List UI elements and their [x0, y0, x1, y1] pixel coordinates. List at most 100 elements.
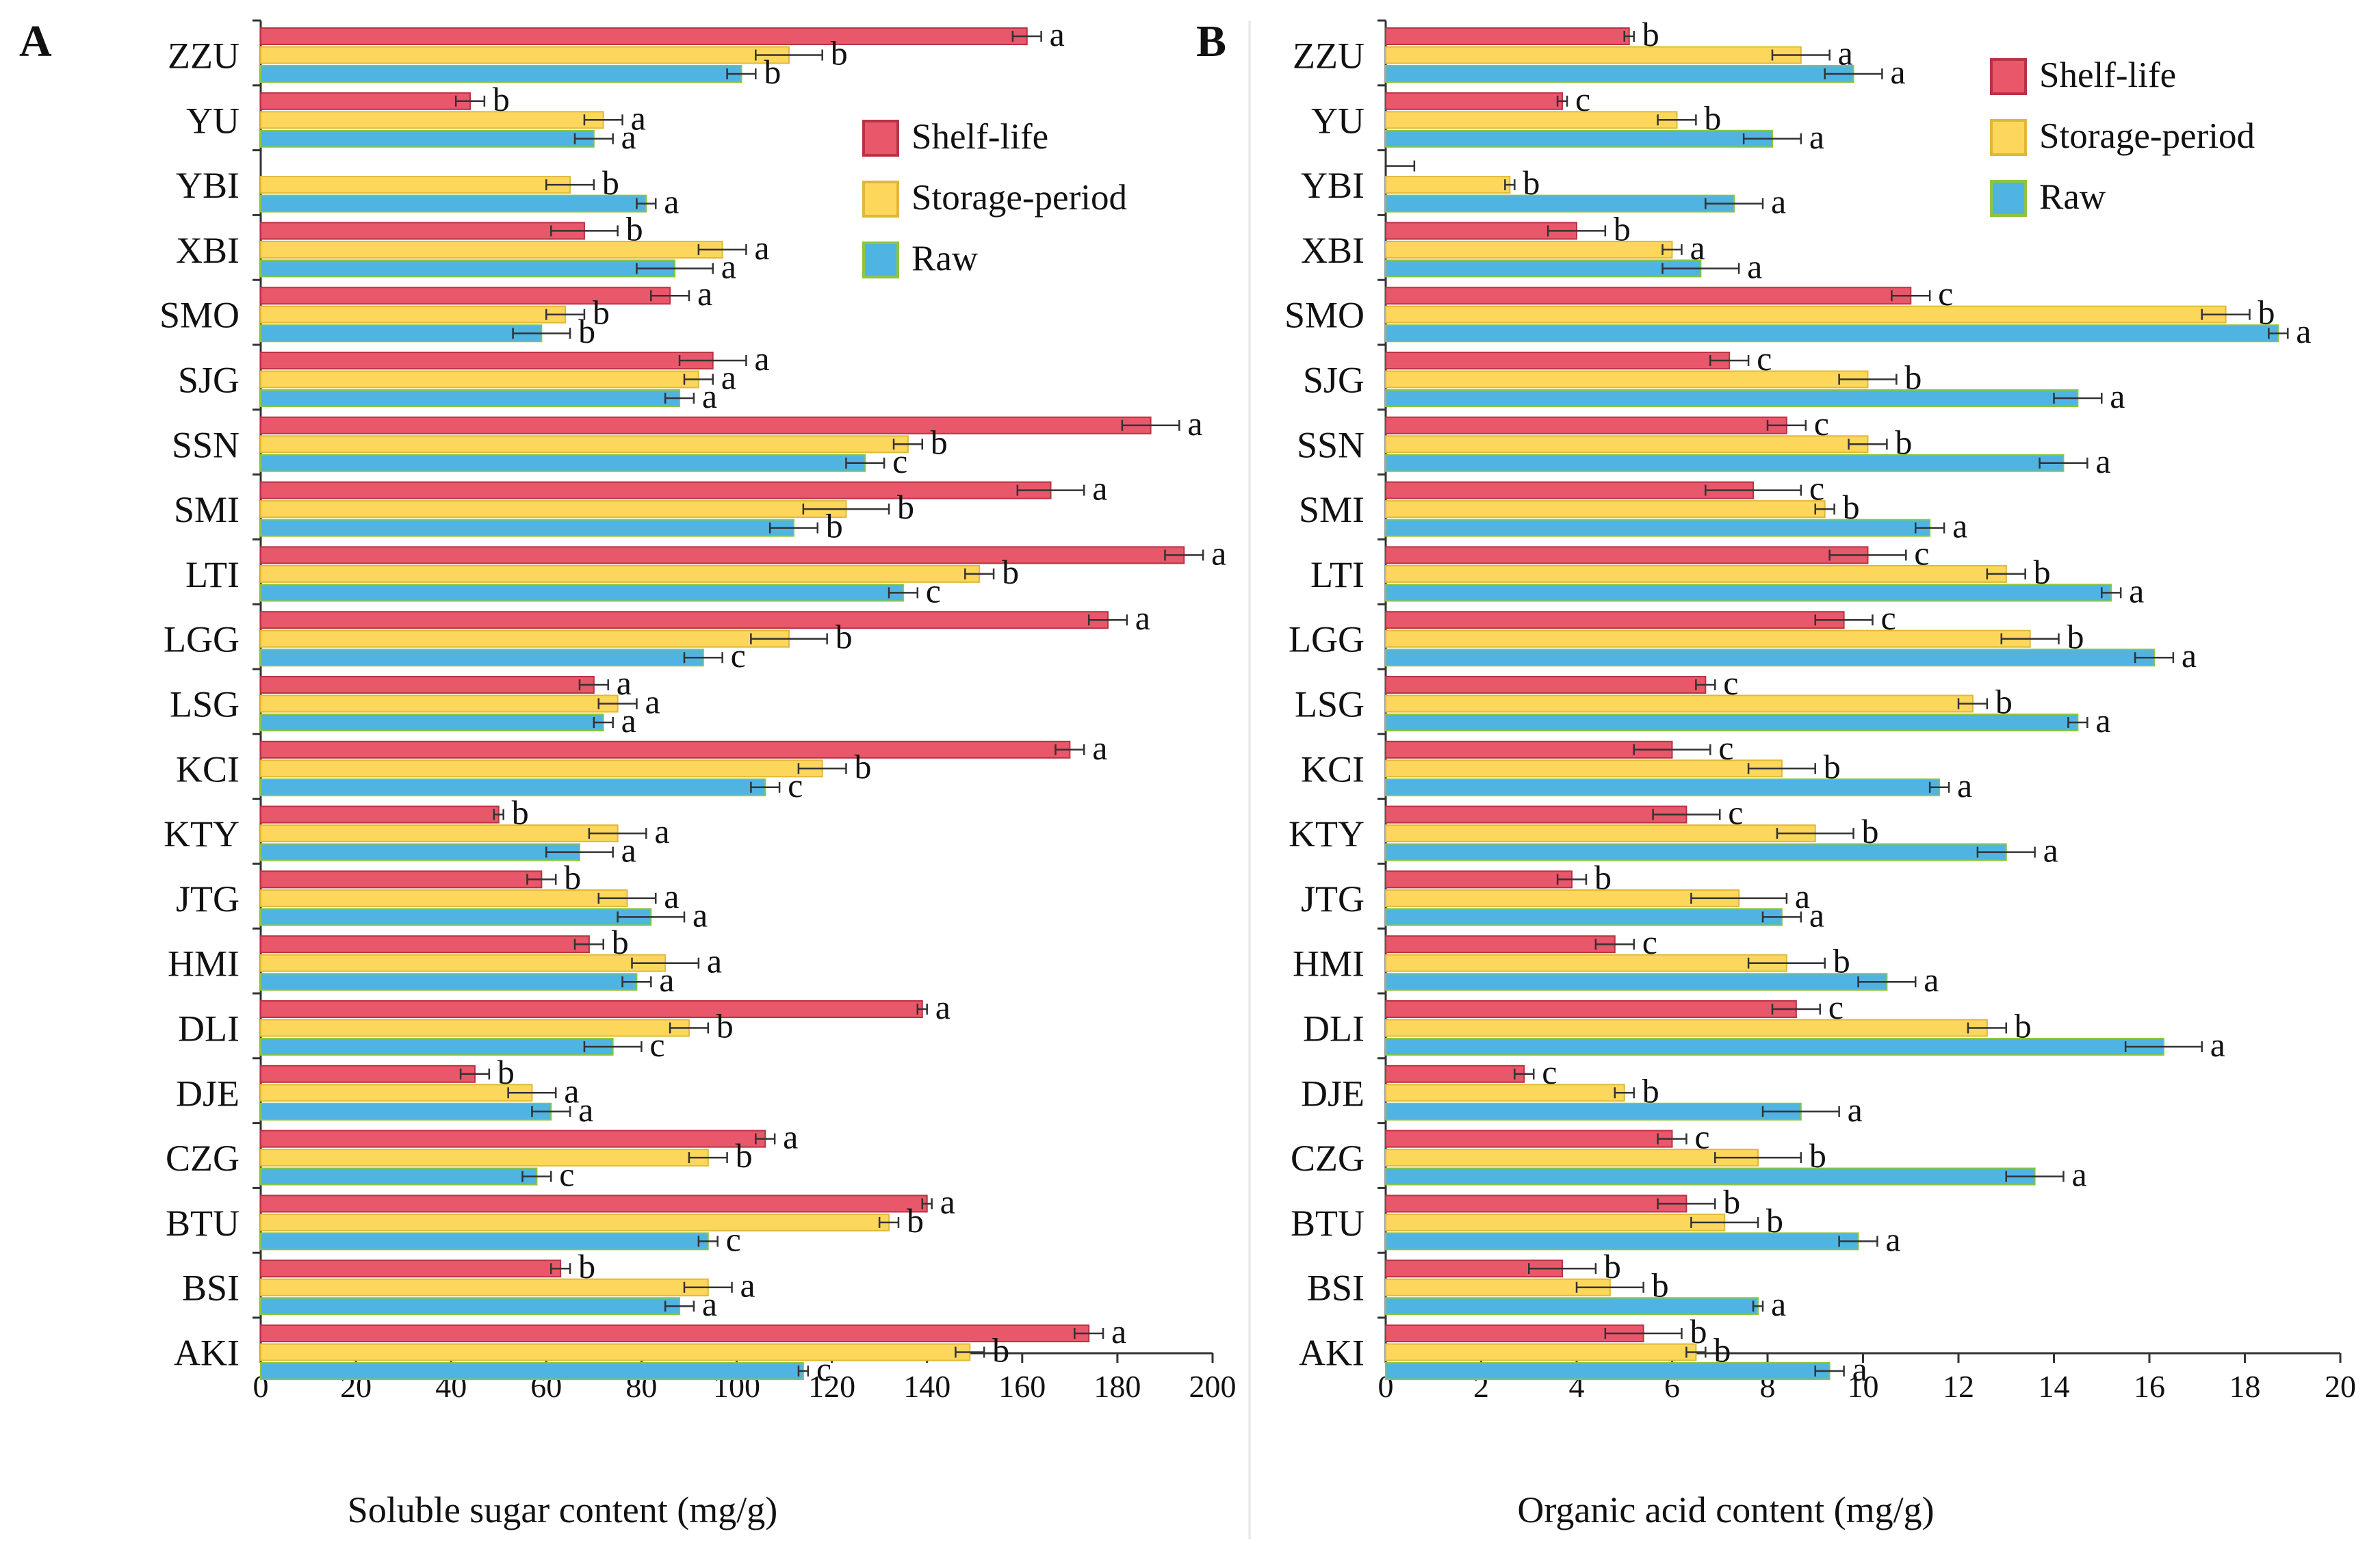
panel-b-significance-label: a [1952, 507, 1967, 545]
panel-b-bar-shelf-life [1385, 92, 1564, 110]
panel-b-significance-label: b [1723, 1182, 1740, 1221]
panel-a-bar-shelf-life [260, 1065, 476, 1083]
panel-a-error-bar [683, 1281, 733, 1293]
panel-b-error-bar [1575, 1281, 1644, 1293]
panel-b-significance-label: a [2296, 312, 2311, 350]
panel-a-bar-raw [260, 324, 543, 343]
panel-b-error-bar [1690, 1216, 1759, 1228]
panel-a-bar-shelf-life [260, 611, 1109, 629]
panel-a-error-bar [750, 781, 781, 793]
panel-a-bar-storage-period [260, 1084, 533, 1102]
panel-b-error-bar [1661, 263, 1740, 274]
panel-a-bar-shelf-life [260, 1000, 923, 1018]
panel-a-bar-storage-period [260, 1149, 709, 1167]
panel-b-error-bar [1747, 957, 1826, 969]
panel-b-category-label: YBI [1301, 165, 1364, 206]
panel-a-category-label: JTG [176, 878, 240, 919]
panel-b-bar-raw [1385, 1102, 1802, 1121]
panel-a-error-bar [888, 587, 919, 599]
panel-a-bar-shelf-life [260, 287, 671, 305]
panel-b-error-bar [1761, 911, 1802, 923]
panel-b-x-axis-title: Organic acid content (mg/g) [1517, 1489, 1934, 1530]
panel-a-error-bar [631, 957, 700, 969]
panel-a-bar-raw [260, 973, 638, 991]
panel-a-error-bar [750, 633, 828, 644]
panel-a-category-label: YU [186, 100, 240, 141]
panel-b-significance-label: c [1575, 80, 1590, 118]
panel-a-significance-label: a [721, 358, 736, 397]
panel-a-bar-storage-period [260, 370, 699, 389]
panel-b-error-bar [1705, 484, 1802, 496]
panel-a-bar-storage-period [260, 176, 571, 194]
panel-b-bar-storage-period [1385, 176, 1511, 194]
panel-b-error-bar [1547, 225, 1607, 237]
panel-a-category-label: KCI [176, 748, 240, 789]
panel-b-bar-storage-period [1385, 889, 1740, 907]
panel-a-bar-shelf-life [260, 1324, 1090, 1342]
panel-a-significance-label: a [702, 377, 717, 415]
panel-a-significance-label: b [907, 1201, 924, 1240]
panel-b-error-bar [1848, 439, 1888, 450]
panel-a-error-bar [545, 179, 595, 191]
panel-a-category-label: LGG [164, 619, 240, 660]
panel-a-category-label: LSG [170, 684, 240, 725]
panel-b-bar-shelf-life [1385, 611, 1845, 629]
panel-b-error-bar [1747, 763, 1816, 774]
panel-b-bar-raw [1385, 649, 2155, 667]
panel-a-significance-label: a [621, 701, 636, 740]
panel-a-error-bar [617, 911, 686, 923]
panel-a-error-bar [526, 874, 557, 885]
panel-b-error-bar [1957, 698, 1989, 709]
panel-a-bar-raw [260, 1038, 614, 1056]
panel-b-category-label: JTG [1301, 878, 1364, 919]
panel-a-error-bar [683, 374, 714, 385]
panel-a-significance-label: b [826, 507, 843, 545]
panel-b-significance-label: a [2095, 442, 2110, 480]
panel-a-significance-label: a [659, 961, 674, 999]
panel-b-legend-swatch-shelf-life [1990, 58, 2027, 95]
panel-b-category-label: KTY [1289, 813, 1364, 854]
panel-a-bar-shelf-life [260, 92, 471, 110]
panel-a-bar-storage-period [260, 435, 909, 454]
panel-a-error-bar [583, 1041, 643, 1052]
panel-b-error-bar [1976, 846, 2036, 858]
panel-a-legend-swatch-storage-period [862, 181, 899, 218]
panel-b-bar-storage-period [1385, 1149, 1759, 1167]
panel-b-significance-label: a [1838, 34, 1853, 73]
panel-a-error-bar [669, 1022, 710, 1034]
panel-a-error-bar [802, 504, 890, 515]
panel-a-error-bar [755, 1133, 776, 1145]
panel-b-bar-storage-period [1385, 370, 1869, 389]
panel-a-error-bar [573, 939, 605, 950]
panel-b-significance-label: a [1809, 896, 1824, 934]
panel-a-error-bar [578, 679, 609, 690]
panel-b-error-bar [1776, 828, 1854, 839]
panel-a-bar-shelf-life [260, 416, 1152, 434]
panel-a-bar-storage-period [260, 889, 628, 907]
panel-a-bar-storage-period [260, 500, 847, 519]
panel-a-error-bar [550, 225, 619, 237]
panel-a-error-bar [697, 1236, 719, 1247]
panel-a-significance-label: b [578, 312, 595, 350]
panel-b-significance-label: a [1885, 1220, 1900, 1258]
panel-b-category-label: SJG [1303, 360, 1364, 401]
panel-a-category-label: SSN [172, 424, 240, 465]
panel-b-bar-storage-period [1385, 305, 2227, 324]
panel-b-error-bar [2101, 587, 2122, 599]
panel-a-error-bar [454, 95, 486, 107]
panel-b-category-label: SSN [1297, 424, 1364, 465]
panel-a-error-bar [697, 244, 747, 255]
panel-a-bar-raw [260, 584, 904, 602]
panel-b-error-bar [1614, 1087, 1635, 1099]
panel-b-error-bar [1661, 244, 1683, 255]
panel-a-category-label: AKI [174, 1333, 240, 1374]
panel-a-category-label: BTU [166, 1203, 240, 1244]
panel-b-bar-shelf-life [1385, 546, 1869, 564]
panel-a-error-bar [573, 133, 614, 144]
panel-b-bar-shelf-life [1385, 1065, 1525, 1083]
panel-a-category-label: KTY [164, 813, 240, 854]
panel-b-error-bar [1657, 1198, 1716, 1210]
panel-a-significance-label: c [892, 442, 907, 480]
panel-a-category-label: SMI [174, 489, 240, 530]
panel-a-significance-label: b [736, 1136, 753, 1175]
